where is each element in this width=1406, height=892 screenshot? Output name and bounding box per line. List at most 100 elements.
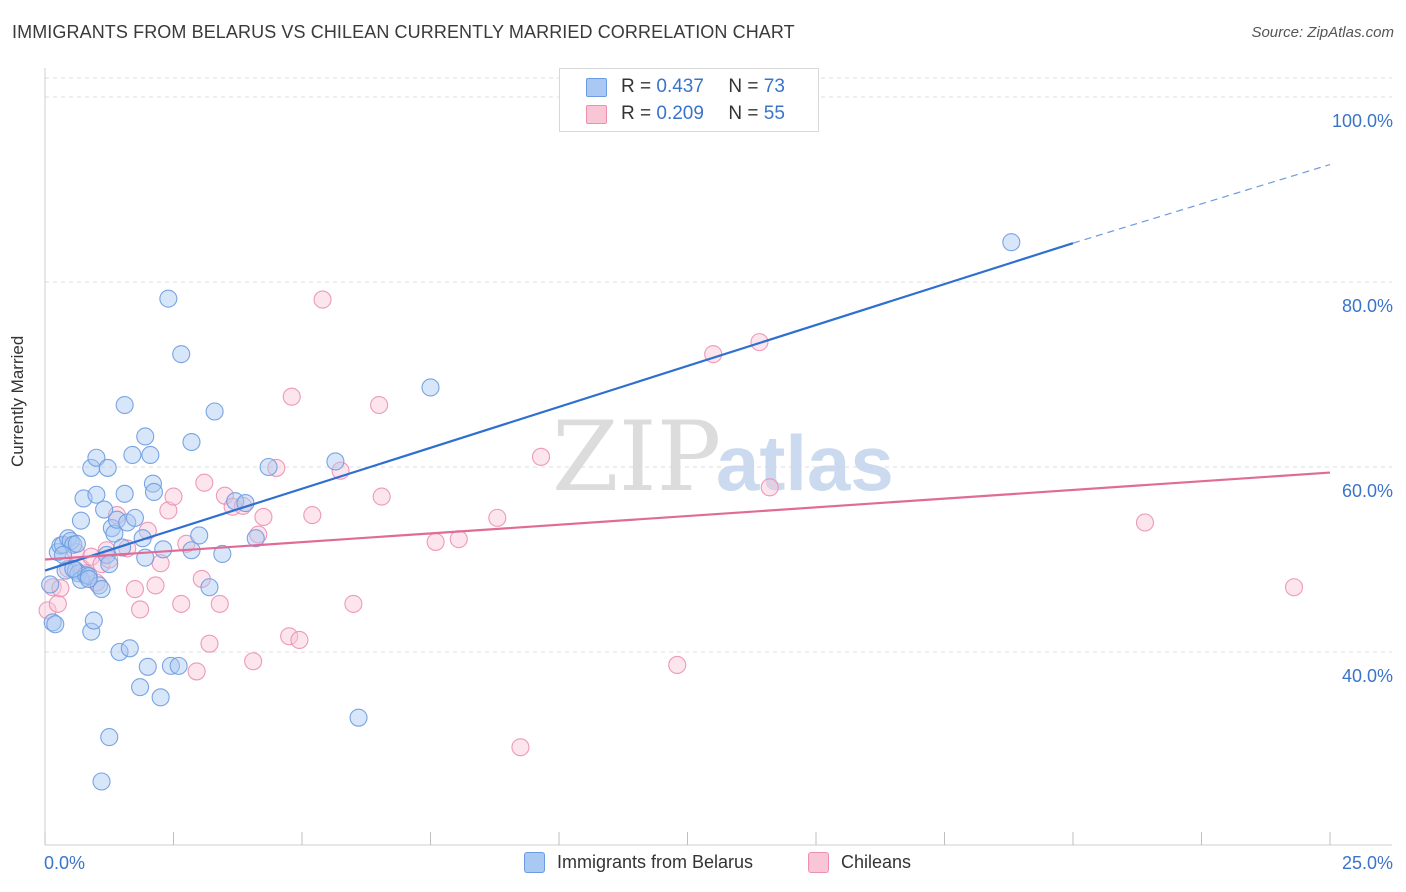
- belarus-point: [113, 538, 132, 557]
- belarus-point: [79, 569, 98, 588]
- trend-line-chileans: [44, 471, 1331, 561]
- belarus-point: [349, 708, 368, 727]
- legend-n-label: N =: [728, 103, 759, 124]
- axes: [44, 68, 1392, 846]
- chileans-point: [531, 447, 551, 466]
- belarus-point: [136, 427, 155, 446]
- legend-row-chileans: R = 0.209 N = 55: [586, 103, 785, 125]
- chileans-point: [48, 594, 67, 613]
- belarus-point: [84, 611, 103, 630]
- chileans-point: [146, 576, 165, 595]
- belarus-point: [172, 345, 191, 364]
- belarus-point: [125, 508, 144, 527]
- chileans-point: [372, 487, 391, 506]
- chileans-point: [280, 627, 299, 646]
- chileans-point: [210, 594, 229, 613]
- belarus-point: [82, 622, 101, 641]
- y-tick-label: 60.0%: [1342, 481, 1393, 501]
- chileans-point: [488, 508, 507, 527]
- belarus-point: [144, 482, 164, 502]
- chileans-point: [290, 630, 309, 650]
- legend-n-label: N =: [728, 76, 759, 97]
- trend-line-belarus: [44, 242, 1074, 572]
- chileans-point: [254, 507, 273, 527]
- legend-r-label: R =: [621, 103, 652, 124]
- legend-r-label: R =: [621, 76, 652, 97]
- chileans-point: [668, 655, 687, 675]
- trend-line-belarus-extension: [1072, 163, 1331, 244]
- chart-title: IMMIGRANTS FROM BELARUS VS CHILEAN CURRE…: [12, 22, 795, 42]
- chileans-point: [172, 594, 191, 613]
- watermark-atlas: atlas: [716, 419, 894, 507]
- chileans-point: [511, 738, 530, 757]
- belarus-point: [1002, 233, 1021, 252]
- belarus-point: [100, 555, 119, 574]
- legend-n-value: 73: [763, 76, 785, 97]
- belarus-point: [92, 580, 111, 599]
- belarus-point: [205, 402, 224, 421]
- belarus-point: [326, 452, 345, 471]
- belarus-point: [161, 656, 180, 675]
- chileans-point: [760, 478, 779, 497]
- chileans-point: [187, 662, 206, 681]
- y-tick-label: 80.0%: [1342, 296, 1393, 316]
- trend-lines: [44, 163, 1331, 572]
- belarus-point: [41, 575, 60, 594]
- legend-swatch-belarus: [524, 852, 545, 873]
- belarus-point: [115, 484, 134, 503]
- belarus-point: [107, 510, 127, 529]
- y-tick-label: 40.0%: [1342, 666, 1393, 686]
- legend-r-value: 0.209: [656, 103, 704, 124]
- chileans-point: [303, 506, 322, 525]
- belarus-point: [115, 395, 134, 415]
- belarus-point: [95, 500, 114, 519]
- belarus-point: [190, 526, 209, 545]
- chileans-point: [344, 594, 363, 613]
- belarus-point: [246, 529, 265, 548]
- chileans-point: [267, 458, 286, 477]
- belarus-point: [87, 485, 106, 504]
- chileans-point: [51, 579, 70, 598]
- belarus-point: [71, 511, 91, 530]
- series-belarus-points: [41, 233, 1021, 791]
- belarus-point: [87, 448, 106, 467]
- x-tick-label-max: 25.0%: [1342, 853, 1393, 873]
- belarus-point: [169, 656, 188, 675]
- belarus-point: [105, 524, 124, 543]
- belarus-point: [151, 688, 170, 707]
- chileans-point: [125, 580, 144, 599]
- chileans-point: [200, 634, 219, 653]
- bottom-legend-belarus[interactable]: Immigrants from Belarus: [524, 852, 753, 873]
- chileans-point: [313, 290, 332, 309]
- chileans-point: [449, 530, 468, 549]
- chileans-point: [1135, 513, 1155, 532]
- bottom-legend-chileans[interactable]: Chileans: [808, 852, 911, 873]
- belarus-point: [182, 432, 201, 452]
- belarus-point: [100, 728, 119, 747]
- chileans-point: [195, 473, 214, 492]
- chileans-point: [38, 601, 57, 620]
- tick-labels: 40.0% 60.0% 80.0% 100.0% 0.0% 25.0%: [44, 111, 1393, 873]
- belarus-point: [123, 445, 142, 465]
- bottom-legend-label: Chileans: [841, 852, 912, 872]
- chileans-point: [159, 501, 178, 520]
- chileans-point: [43, 578, 62, 597]
- belarus-point: [110, 642, 129, 662]
- watermark: ZIP atlas: [552, 401, 894, 513]
- chileans-point: [131, 600, 150, 619]
- chileans-point: [1284, 578, 1304, 597]
- legend-r-value: 0.437: [656, 76, 704, 97]
- belarus-point: [200, 578, 219, 597]
- chileans-point: [164, 487, 183, 506]
- chileans-point: [370, 395, 389, 415]
- belarus-point: [138, 657, 157, 676]
- legend-row-belarus: R = 0.437 N = 73: [586, 76, 785, 98]
- source-label: Source: ZipAtlas.com: [1251, 24, 1394, 41]
- belarus-point: [98, 458, 117, 477]
- belarus-point: [141, 445, 160, 465]
- belarus-point: [259, 457, 278, 477]
- chileans-point: [426, 532, 445, 551]
- belarus-point: [64, 559, 83, 578]
- bottom-legend-label: Immigrants from Belarus: [557, 852, 754, 872]
